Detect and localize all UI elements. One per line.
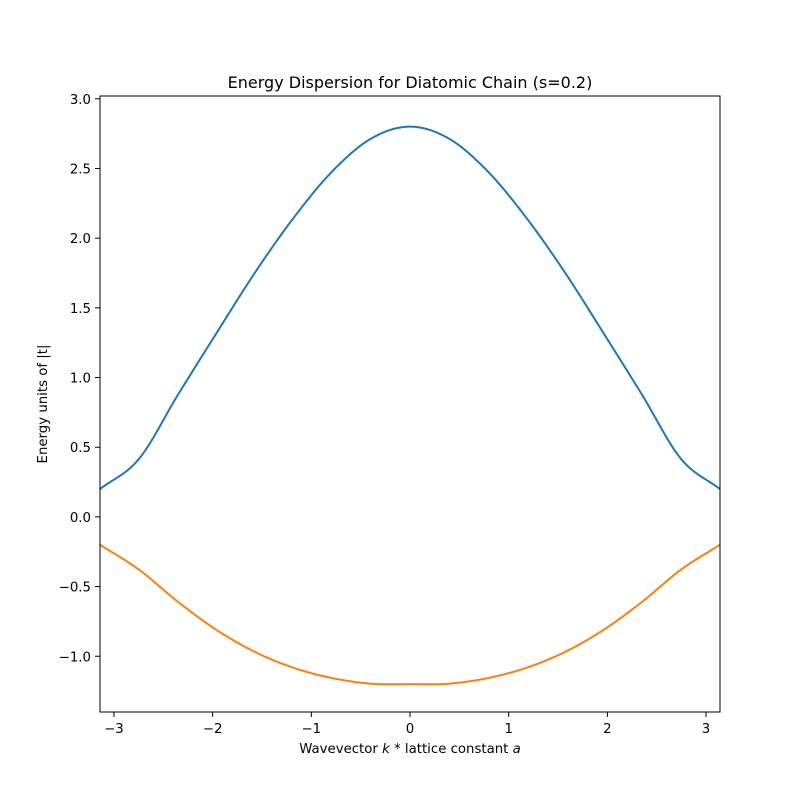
x-axis-label-a: a xyxy=(513,742,521,757)
y-tick-label: 1.5 xyxy=(70,302,91,317)
y-axis-ticks: −1.0 −0.5 0.0 0.5 1.0 1.5 2.0 2.5 3.0 xyxy=(59,93,100,665)
x-tick-label: 3 xyxy=(702,722,710,737)
x-axis-label-k: k xyxy=(382,742,391,757)
y-tick-label: −1.0 xyxy=(59,650,91,665)
y-tick-label: −0.5 xyxy=(59,581,91,596)
x-axis-label: Wavevector k * lattice constant a xyxy=(299,742,521,757)
series-line-lower-band xyxy=(99,543,721,686)
y-axis-label: Energy units of |t| xyxy=(36,345,51,464)
y-tick-label: 0.0 xyxy=(70,511,91,526)
y-tick-label: 1.0 xyxy=(70,372,91,387)
x-axis-ticks: −3 −2 −1 0 1 2 3 xyxy=(104,712,710,737)
x-tick-label: −3 xyxy=(104,722,124,737)
plot-area xyxy=(99,125,721,686)
x-tick-label: 2 xyxy=(603,722,611,737)
x-tick-label: −2 xyxy=(203,722,223,737)
chart-title: Energy Dispersion for Diatomic Chain (s=… xyxy=(228,73,593,92)
x-tick-label: 1 xyxy=(504,722,512,737)
x-axis-label-prefix: Wavevector xyxy=(299,742,382,757)
x-axis-label-middle: * lattice constant xyxy=(390,742,513,757)
x-tick-label: −1 xyxy=(302,722,322,737)
series-line-upper-band xyxy=(99,125,721,490)
x-tick-label: 0 xyxy=(406,722,414,737)
y-tick-label: 2.5 xyxy=(70,162,91,177)
y-tick-label: 2.0 xyxy=(70,232,91,247)
y-tick-label: 3.0 xyxy=(70,93,91,108)
y-tick-label: 0.5 xyxy=(70,441,91,456)
